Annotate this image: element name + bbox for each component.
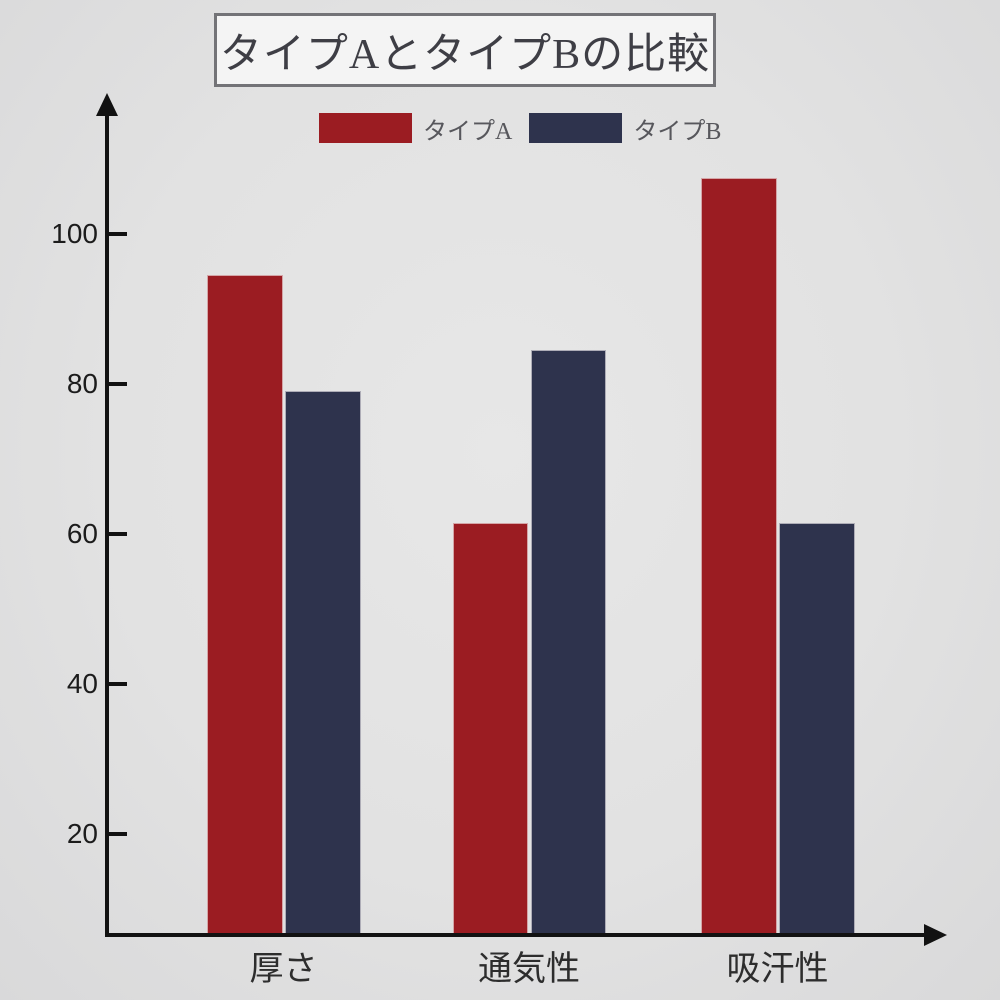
legend-label-type-b: タイプB (633, 118, 722, 145)
legend-label-type-a: タイプA (423, 118, 513, 145)
legend-swatch-type-a (319, 113, 412, 143)
legend-item-type-a: タイプA (319, 111, 512, 146)
y-tick-label: 40 (66, 667, 98, 699)
legend: タイプA タイプB (319, 111, 721, 145)
bar-series1-cat2 (779, 522, 855, 937)
bar-series1-cat0 (285, 391, 361, 937)
y-tick-mark (108, 382, 127, 386)
x-category-label: 通気性 (478, 950, 580, 988)
chart-title-box: タイプAとタイプBの比較 (214, 13, 716, 87)
bar-series0-cat1 (452, 522, 528, 937)
x-axis-line (105, 933, 929, 937)
bar-series1-cat1 (530, 350, 606, 937)
legend-swatch-type-b (529, 113, 623, 143)
y-tick-label: 20 (66, 817, 98, 849)
y-tick-mark (108, 832, 127, 836)
bar-series0-cat2 (701, 177, 777, 937)
y-tick-mark (108, 682, 127, 686)
y-tick-label: 80 (66, 367, 98, 399)
y-axis-arrow-icon (96, 93, 118, 116)
y-tick-mark (108, 532, 127, 536)
y-tick-label: 60 (66, 517, 98, 549)
y-axis-line (105, 108, 109, 937)
x-category-label: 吸汗性 (726, 950, 829, 988)
x-category-label: 厚さ (249, 950, 318, 988)
legend-item-type-b: タイプB (529, 111, 721, 146)
x-axis-arrow-icon (924, 924, 947, 946)
chart-title: タイプAとタイプBの比較 (219, 31, 711, 78)
y-tick-label: 100 (51, 217, 98, 249)
bar-series0-cat0 (207, 275, 283, 937)
y-tick-mark (108, 232, 127, 236)
